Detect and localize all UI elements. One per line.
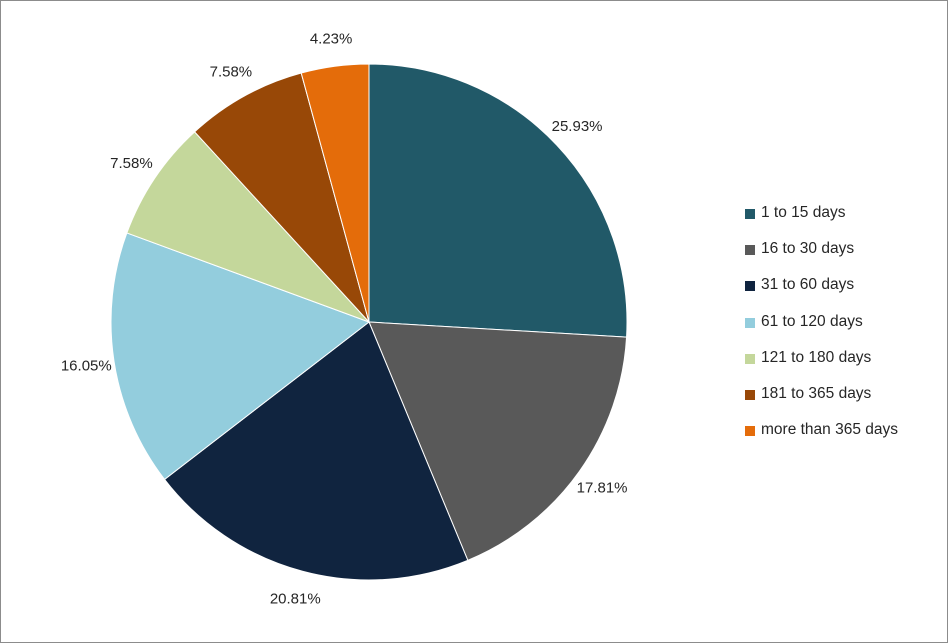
legend-label: 31 to 60 days (761, 276, 855, 294)
pie-slices (110, 63, 628, 581)
legend-item-2: 16 to 30 days (745, 240, 940, 276)
legend-swatch (745, 209, 755, 219)
pie-data-label-4: 16.05% (61, 357, 112, 374)
legend-label: 1 to 15 days (761, 204, 846, 221)
legend-label: 61 to 120 days (761, 312, 863, 330)
legend-label: 121 to 180 days (761, 348, 872, 366)
pie-slice-6 (193, 72, 370, 323)
pie-data-labels: 25.93% 17.81% 20.81% 16.05% 7.58% 7.58% 4.23% (61, 31, 628, 608)
pie-slice-7 (300, 63, 370, 323)
legend-label: 181 to 365 days (761, 384, 872, 402)
legend-swatch (745, 317, 755, 328)
pie-slice-1 (368, 63, 628, 338)
legend-swatch (745, 389, 755, 400)
legend-swatch (745, 281, 755, 292)
legend-item-7: more than 365 days (745, 421, 940, 457)
pie-slice-3 (163, 321, 469, 581)
pie-slice-4 (110, 232, 371, 481)
pie-data-label-2: 17.81% (577, 480, 628, 497)
legend-swatch (745, 245, 755, 256)
pie-data-label-5: 7.58% (110, 155, 153, 172)
legend-item-1: 1 to 15 days (745, 204, 940, 240)
legend-item-3: 31 to 60 days (745, 276, 940, 312)
pie-data-label-3: 20.81% (270, 590, 321, 607)
legend-item-6: 181 to 365 days (745, 385, 940, 421)
legend-swatch (745, 426, 755, 437)
pie-data-label-6: 7.58% (210, 64, 253, 81)
legend-swatch (745, 353, 755, 364)
legend-item-5: 121 to 180 days (745, 349, 940, 385)
legend-label: more than 365 days (761, 421, 899, 439)
pie-slice-5 (126, 131, 370, 323)
chart-legend: 1 to 15 days 16 to 30 days 31 to 60 days 61… (745, 204, 940, 457)
pie-data-label-1: 25.93% (552, 118, 603, 135)
legend-item-4: 61 to 120 days (745, 313, 940, 349)
pie-data-label-7: 4.23% (310, 31, 353, 48)
pie-slice-2 (368, 321, 628, 561)
legend-label: 16 to 30 days (761, 240, 855, 258)
